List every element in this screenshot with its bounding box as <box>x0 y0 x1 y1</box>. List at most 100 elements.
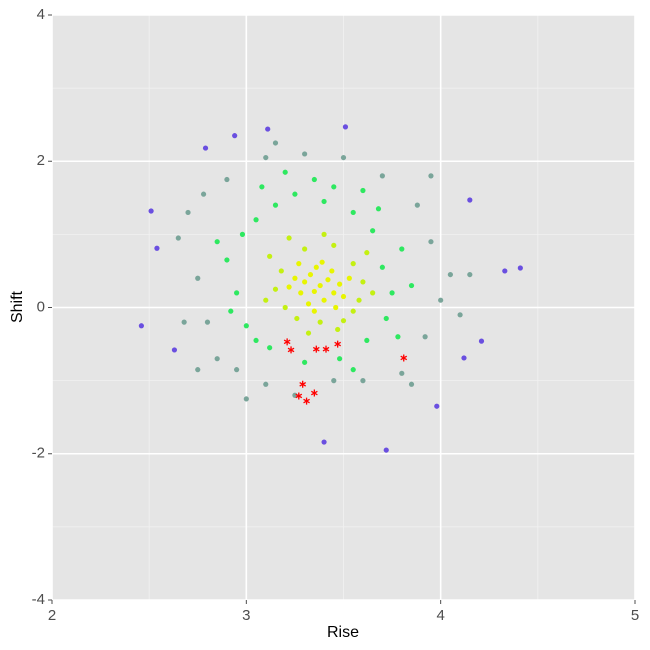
point <box>302 246 308 252</box>
point <box>253 217 259 223</box>
point <box>148 208 154 214</box>
point <box>243 323 249 329</box>
point <box>195 367 201 373</box>
asterisk-point <box>400 354 408 362</box>
point <box>399 370 405 376</box>
point <box>263 381 269 387</box>
asterisk-point <box>303 397 310 405</box>
point <box>302 151 308 157</box>
point <box>360 187 366 194</box>
point <box>214 356 220 362</box>
asterisk-point <box>283 338 291 346</box>
point <box>340 154 347 161</box>
point <box>286 284 292 290</box>
point <box>478 338 485 344</box>
point <box>360 378 366 384</box>
point <box>181 319 187 325</box>
point <box>467 197 473 203</box>
y-tick-label: 2 <box>37 152 45 169</box>
y-tick-label: 4 <box>37 6 45 23</box>
asterisk-point <box>334 340 342 348</box>
points <box>138 124 523 453</box>
point <box>370 290 376 296</box>
point <box>502 268 508 274</box>
point <box>232 133 238 139</box>
y-tick-label: -4 <box>32 591 45 608</box>
point <box>428 239 434 245</box>
point <box>408 381 415 387</box>
y-tick-label: -2 <box>32 445 45 462</box>
grid <box>51 14 636 601</box>
point <box>307 271 314 278</box>
point <box>321 198 327 205</box>
point <box>395 334 401 340</box>
point <box>317 282 323 289</box>
point <box>364 250 370 256</box>
point <box>370 228 376 234</box>
point <box>286 235 292 241</box>
point <box>447 271 453 278</box>
point <box>202 145 209 151</box>
point <box>319 259 325 265</box>
point <box>350 261 356 267</box>
point <box>296 261 302 267</box>
x-tick-label: 3 <box>242 607 250 624</box>
point <box>408 282 415 289</box>
point <box>292 275 298 281</box>
point <box>364 337 370 344</box>
point <box>383 447 389 453</box>
asterisk-point <box>312 345 320 353</box>
asterisk-point <box>287 346 295 354</box>
point <box>467 271 473 278</box>
point <box>379 173 385 179</box>
point <box>350 209 356 216</box>
y-tick-label: 0 <box>37 298 45 315</box>
point <box>272 140 279 146</box>
point <box>335 326 341 333</box>
point <box>282 304 288 311</box>
point <box>331 242 337 248</box>
point <box>360 279 366 285</box>
point <box>204 319 211 325</box>
point <box>337 356 343 362</box>
point <box>457 312 463 318</box>
point <box>214 239 220 245</box>
point <box>317 319 323 325</box>
point <box>253 337 259 344</box>
point <box>185 209 191 216</box>
point <box>294 315 300 322</box>
point <box>337 281 343 287</box>
point <box>383 315 389 322</box>
point <box>311 308 317 314</box>
point <box>195 275 201 281</box>
point <box>263 154 269 161</box>
point <box>517 265 523 271</box>
x-tick-label: 2 <box>48 607 56 624</box>
point <box>340 318 347 324</box>
point <box>379 264 385 270</box>
point <box>298 290 304 296</box>
point <box>389 290 395 296</box>
x-tick-label: 4 <box>436 607 444 624</box>
point <box>329 268 335 274</box>
point <box>313 264 319 270</box>
point <box>265 126 271 132</box>
point <box>234 290 240 296</box>
point <box>267 345 273 351</box>
point <box>259 184 265 190</box>
point <box>438 297 444 303</box>
point <box>461 355 467 361</box>
point <box>272 286 279 292</box>
point <box>175 235 181 241</box>
point <box>154 245 160 251</box>
asterisk-point <box>322 345 330 353</box>
point <box>311 176 317 183</box>
point <box>138 323 144 329</box>
point <box>305 330 312 336</box>
point <box>224 257 230 263</box>
point <box>331 290 337 296</box>
point <box>342 124 349 130</box>
asterisk-point <box>310 389 318 397</box>
point <box>305 301 312 307</box>
point <box>292 191 298 197</box>
